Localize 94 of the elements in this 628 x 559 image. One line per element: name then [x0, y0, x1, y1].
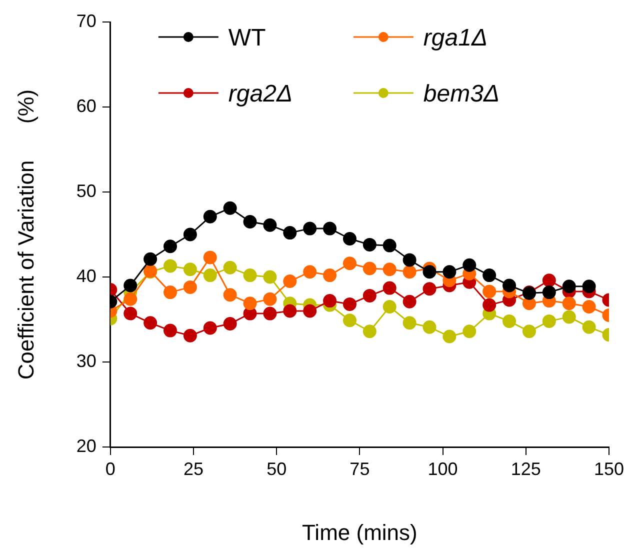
point: [203, 268, 217, 282]
x-tick-label: 50: [266, 458, 287, 479]
point: [164, 240, 177, 254]
point: [402, 265, 416, 279]
y-tick-label: 40: [76, 266, 96, 286]
point: [144, 252, 158, 266]
y-tick-label: 60: [76, 96, 96, 116]
point: [362, 262, 376, 276]
point: [323, 294, 337, 308]
point: [402, 316, 416, 330]
x-tick-label: 25: [184, 458, 204, 479]
point: [223, 201, 237, 215]
point: [562, 310, 576, 324]
point: [203, 250, 217, 264]
point: [263, 218, 277, 232]
point: [323, 222, 337, 236]
point: [442, 330, 456, 344]
point: [124, 306, 138, 320]
point: [144, 316, 158, 330]
point: [124, 292, 138, 306]
point: [223, 260, 237, 274]
point: [482, 284, 496, 298]
y-tick-label: 20: [76, 436, 96, 456]
y-tick-label: 30: [76, 350, 96, 371]
point: [502, 314, 516, 328]
legend-label: rga2Δ: [228, 80, 293, 108]
point: [243, 215, 257, 228]
point: [462, 324, 476, 338]
point: [243, 296, 257, 310]
point: [562, 296, 576, 310]
point: [382, 281, 396, 295]
point: [124, 278, 138, 292]
point: [462, 258, 476, 272]
point: [502, 278, 516, 292]
point: [323, 268, 337, 282]
point: [283, 304, 297, 318]
point: [223, 288, 237, 302]
point: [263, 306, 277, 320]
point: [223, 317, 237, 330]
point: [183, 228, 197, 242]
point: [542, 286, 556, 300]
point: [164, 259, 177, 273]
point: [422, 282, 436, 296]
point: [562, 280, 576, 294]
point: [582, 280, 596, 294]
point: [402, 253, 416, 267]
point: [382, 238, 396, 252]
x-tick-label: 75: [350, 458, 370, 479]
point: [382, 262, 396, 276]
point: [183, 328, 197, 342]
point: [203, 321, 217, 335]
point: [362, 288, 376, 302]
point: [203, 210, 217, 224]
point: [303, 222, 317, 236]
y-axis-title: Coefficient of Variation (%): [13, 89, 38, 380]
point: [362, 238, 376, 252]
point: [422, 320, 436, 334]
legend-label: WT: [228, 24, 266, 52]
y-tick-label: 50: [76, 180, 96, 201]
point: [402, 294, 416, 308]
point: [283, 274, 297, 288]
point: [263, 292, 277, 306]
x-tick-label: 150: [594, 458, 624, 479]
y-tick-label: 70: [76, 10, 96, 31]
point: [582, 300, 596, 314]
point: [164, 324, 177, 338]
point: [522, 324, 536, 338]
point: [482, 268, 496, 282]
point: [183, 280, 197, 294]
point: [243, 268, 257, 282]
point: [283, 226, 297, 240]
point: [303, 265, 317, 279]
point: [582, 320, 596, 334]
point: [362, 324, 376, 338]
point: [542, 274, 556, 288]
point: [382, 300, 396, 314]
legend-label: rga1Δ: [423, 24, 488, 52]
point: [303, 304, 317, 318]
point: [542, 314, 556, 328]
point: [342, 297, 356, 311]
point: [183, 262, 197, 276]
point: [482, 298, 496, 312]
point: [342, 256, 356, 270]
x-tick-label: 125: [510, 458, 541, 479]
point: [263, 270, 277, 284]
legend-label: bem3Δ: [423, 80, 500, 108]
point: [422, 265, 436, 279]
point: [164, 286, 177, 300]
x-axis-title: Time (mins): [302, 520, 418, 545]
point: [442, 265, 456, 279]
x-tick-label: 0: [105, 458, 116, 479]
point: [342, 232, 356, 246]
x-tick-label: 100: [428, 458, 458, 479]
point: [342, 314, 356, 328]
